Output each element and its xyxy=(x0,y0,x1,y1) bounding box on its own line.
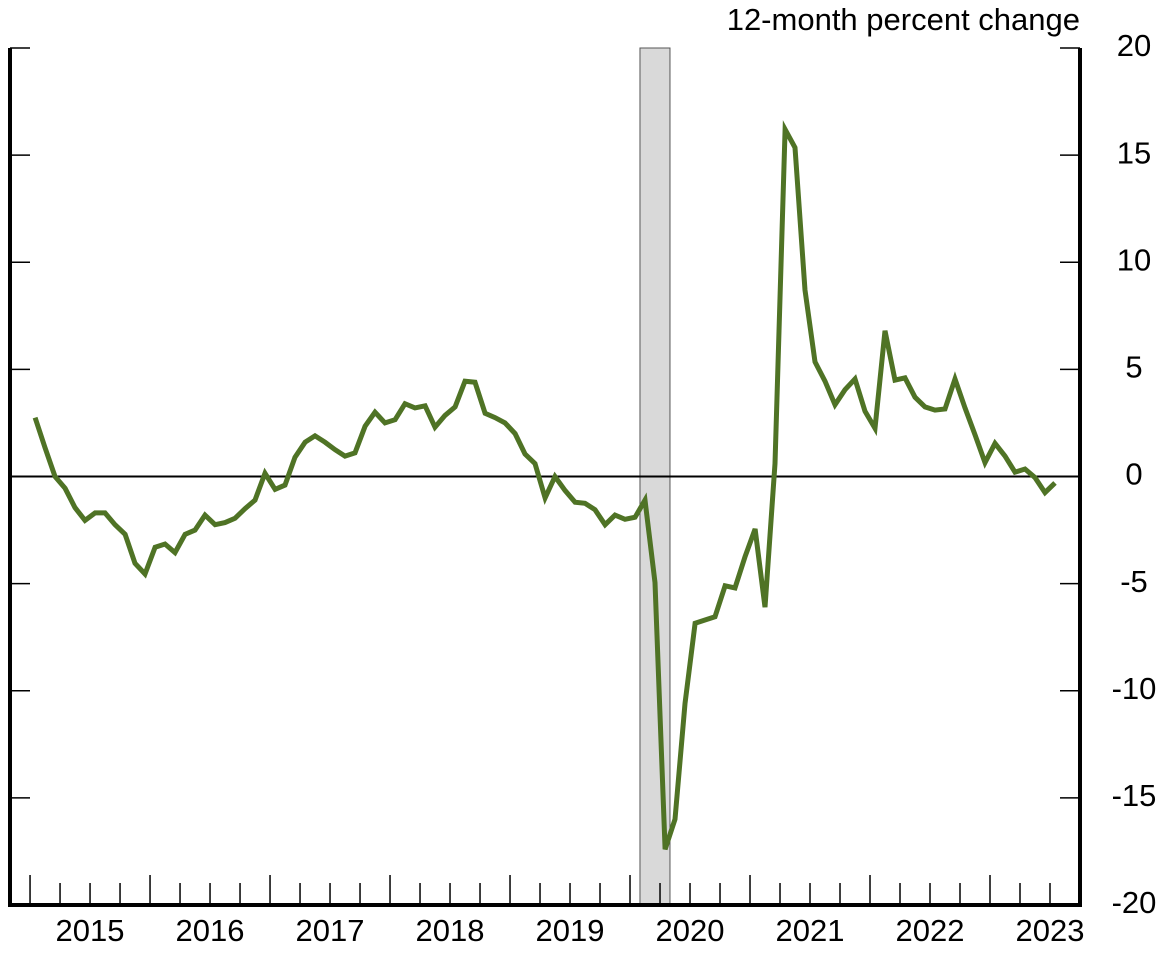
y-tick-label: 5 xyxy=(1125,350,1142,385)
x-tick-label: 2017 xyxy=(296,913,365,948)
y-tick-label: -15 xyxy=(1112,778,1157,813)
x-tick-label: 2015 xyxy=(56,913,125,948)
y-tick-label: 0 xyxy=(1125,457,1142,492)
y-axis-label: 12-month percent change xyxy=(727,2,1080,37)
y-tick-label: -10 xyxy=(1112,671,1157,706)
y-tick-label: 10 xyxy=(1117,242,1151,277)
data-line xyxy=(32,120,1057,851)
x-tick-label: 2021 xyxy=(776,913,845,948)
y-tick-label: -20 xyxy=(1112,885,1157,920)
x-tick-label: 2018 xyxy=(416,913,485,948)
x-tick-label: 2016 xyxy=(176,913,245,948)
x-tick-label: 2019 xyxy=(536,913,605,948)
x-tick-label: 2022 xyxy=(896,913,965,948)
y-tick-label: 15 xyxy=(1117,135,1151,170)
y-tick-label: -5 xyxy=(1120,564,1148,599)
y-tick-label: 20 xyxy=(1117,28,1151,63)
x-tick-label: 2020 xyxy=(656,913,725,948)
x-tick-label: 2023 xyxy=(1016,913,1085,948)
